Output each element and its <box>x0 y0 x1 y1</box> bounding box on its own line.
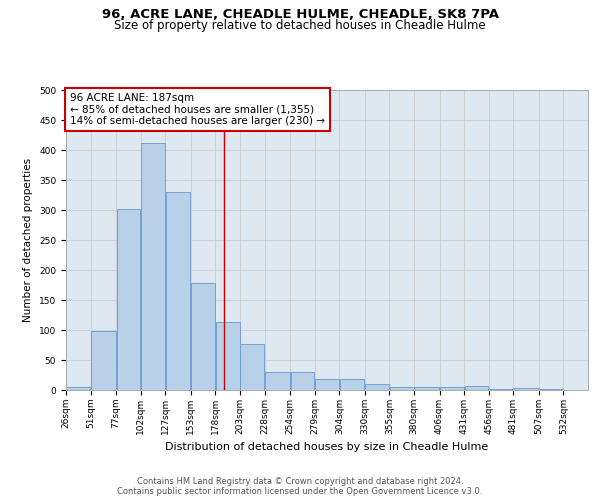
Bar <box>290 372 314 390</box>
Text: 96 ACRE LANE: 187sqm
← 85% of detached houses are smaller (1,355)
14% of semi-de: 96 ACRE LANE: 187sqm ← 85% of detached h… <box>70 93 325 126</box>
Text: 96, ACRE LANE, CHEADLE HULME, CHEADLE, SK8 7PA: 96, ACRE LANE, CHEADLE HULME, CHEADLE, S… <box>101 8 499 20</box>
Bar <box>514 388 538 390</box>
Text: Contains public sector information licensed under the Open Government Licence v3: Contains public sector information licen… <box>118 488 482 496</box>
Bar <box>440 387 464 390</box>
Bar <box>489 389 513 390</box>
Bar <box>241 344 264 390</box>
Bar <box>67 387 90 390</box>
Bar <box>539 389 563 390</box>
Text: Contains HM Land Registry data © Crown copyright and database right 2024.: Contains HM Land Registry data © Crown c… <box>137 478 463 486</box>
Bar <box>365 384 389 390</box>
Bar <box>141 144 165 390</box>
Bar <box>91 330 116 390</box>
Bar <box>216 322 239 390</box>
Bar <box>315 379 339 390</box>
Bar <box>166 192 190 390</box>
Bar <box>415 387 439 390</box>
Bar <box>116 209 140 390</box>
Bar <box>265 372 290 390</box>
Bar <box>340 379 364 390</box>
Bar <box>464 386 488 390</box>
Text: Size of property relative to detached houses in Cheadle Hulme: Size of property relative to detached ho… <box>114 18 486 32</box>
Bar <box>390 387 413 390</box>
Text: Distribution of detached houses by size in Cheadle Hulme: Distribution of detached houses by size … <box>166 442 488 452</box>
Y-axis label: Number of detached properties: Number of detached properties <box>23 158 34 322</box>
Bar <box>191 282 215 390</box>
